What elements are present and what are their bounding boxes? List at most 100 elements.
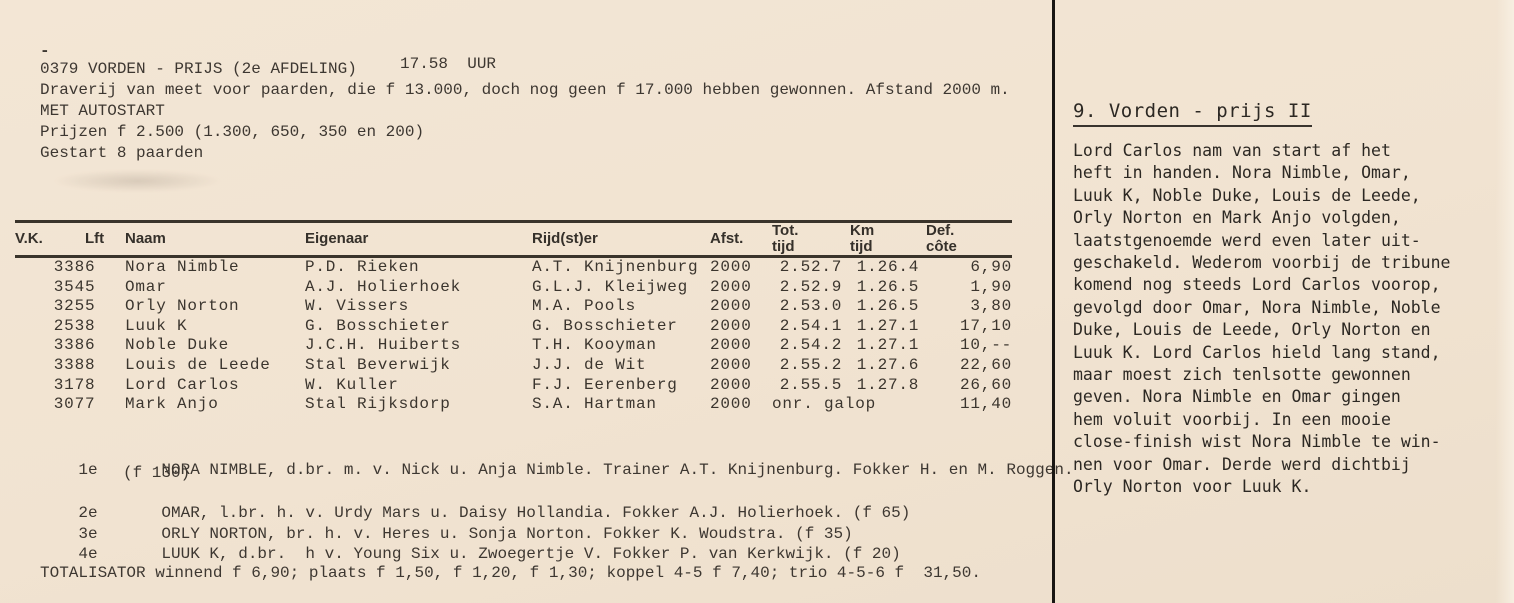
cell-eigenaar: A.J. Holierhoek <box>305 277 462 296</box>
cell-def-cote: 3,80 <box>970 297 1012 316</box>
cell-naam: Lord Carlos <box>125 375 240 394</box>
cell-afst: 2000 <box>710 297 752 316</box>
cell-afst: 2000 <box>710 395 752 414</box>
col-header-afst: Afst. <box>710 221 772 258</box>
cell-lft: 7 <box>85 395 96 414</box>
race-title-line: 0379 VORDEN - PRIJS (2e AFDELING) <box>40 60 357 78</box>
col-header-eigenaar: Eigenaar <box>305 221 532 258</box>
cell-lft: 5 <box>85 297 96 316</box>
cell-tot-tijd: 2.52.7 <box>779 258 843 276</box>
col-header-rijder: Rijd(st)er <box>532 221 710 258</box>
cell-km-tijd: 1.27.1 <box>856 316 920 335</box>
cell-naam: Mark Anjo <box>125 395 219 414</box>
cell-def-cote: 22,60 <box>959 355 1012 374</box>
typed-dash-mark: - <box>40 42 50 60</box>
cell-tot-tijd: 2.55.5 <box>779 375 843 394</box>
placing-rank: 4e <box>78 545 98 563</box>
cell-rijder: S.A. Hartman <box>532 395 657 414</box>
placing-prize-line: (f 130) <box>123 464 191 482</box>
cell-naam: Louis de Leede <box>125 355 271 374</box>
race-description: Draverij van meet voor paarden, die f 13… <box>40 81 1010 99</box>
col-header-km-tijd: Km tijd <box>850 221 926 258</box>
cell-rijder: G. Bosschieter <box>532 316 678 335</box>
report-body: Lord Carlos nam van start af het heft in… <box>1073 141 1451 497</box>
table-row: 354 5 Omar A.J. Holierhoek G.L.J. Kleijw… <box>15 278 1012 298</box>
col-header-vk: V.K. <box>15 221 85 258</box>
col-header-def-line2: côte <box>926 238 957 255</box>
cell-afst: 2000 <box>710 258 752 276</box>
cell-lft: 8 <box>85 375 96 394</box>
cell-km-tijd: 1.27.8 <box>856 375 920 394</box>
col-header-km-line1: Km <box>850 222 875 239</box>
cell-km-tijd: 1.26.4 <box>856 258 920 276</box>
placing-row-4: 4e LUUK K, d.br. h v. Young Six u. Zwoege… <box>40 527 901 581</box>
cell-naam: Omar <box>125 277 167 296</box>
cell-naam: Noble Duke <box>125 336 230 355</box>
placing-rank: 1e <box>78 461 98 479</box>
cell-lft: 6 <box>85 258 96 276</box>
cell-eigenaar: W. Kuller <box>305 375 399 394</box>
cell-lft: 8 <box>85 355 96 374</box>
cell-rijder: F.J. Eerenberg <box>532 375 678 394</box>
cell-rijder: M.A. Pools <box>532 297 637 316</box>
cell-eigenaar: G. Bosschieter <box>305 316 451 335</box>
cell-eigenaar: Stal Beverwijk <box>305 355 451 374</box>
table-row: 338 8 Louis de Leede Stal Beverwijk J.J.… <box>15 356 1012 376</box>
table-row: 307 7 Mark Anjo Stal Rijksdorp S.A. Hart… <box>15 395 1012 415</box>
cell-afst: 2000 <box>710 277 752 296</box>
col-header-km-line2: tijd <box>850 238 873 255</box>
cell-def-cote: 26,60 <box>959 375 1012 394</box>
cell-vk: 307 <box>53 395 85 414</box>
table-row: 325 5 Orly Norton W. Vissers M.A. Pools … <box>15 297 1012 317</box>
cell-afst: 2000 <box>710 336 752 355</box>
col-header-lft: Lft <box>85 221 125 258</box>
placing-text: OMAR, l.br. h. v. Urdy Mars u. Daisy Hol… <box>161 504 911 522</box>
placing-text: LUUK K, d.br. h v. Young Six u. Zwoegert… <box>161 545 901 563</box>
cell-lft: 5 <box>85 277 96 296</box>
cell-eigenaar: J.C.H. Huiberts <box>305 336 462 355</box>
cell-tot-tijd: 2.54.2 <box>779 336 843 355</box>
placing-row-1: 1e NORA NIMBLE, d.br. m. v. Nick u. Anja … <box>40 443 1074 497</box>
cell-naam: Nora Nimble <box>125 258 240 276</box>
scan-edge-highlight <box>1496 0 1514 603</box>
cell-km-tijd: 1.26.5 <box>856 297 920 316</box>
cell-eigenaar: W. Vissers <box>305 297 410 316</box>
cell-afst: 2000 <box>710 375 752 394</box>
placing-row-2: 2e OMAR, l.br. h. v. Urdy Mars u. Daisy H… <box>40 486 910 540</box>
placing-rank: 2e <box>78 504 98 522</box>
starters-line: Gestart 8 paarden <box>40 144 204 162</box>
table-header-row: V.K. Lft Naam Eigenaar Rijd(st)er Afst. … <box>15 221 1012 258</box>
col-header-naam: Naam <box>125 221 305 258</box>
cell-tot-tijd: 2.54.1 <box>779 316 843 335</box>
table-row: 253 8 Luuk K G. Bosschieter G. Bosschiet… <box>15 317 1012 337</box>
cell-tot-tijd: 2.53.0 <box>779 297 843 316</box>
placing-text: ORLY NORTON, br. h. v. Heres u. Sonja No… <box>161 525 853 543</box>
cell-def-cote: 11,40 <box>959 395 1012 414</box>
col-header-tot-tijd: Tot. tijd <box>772 221 850 258</box>
col-header-def-cote: Def. côte <box>926 221 1012 258</box>
cell-tot-tijd: 2.52.9 <box>779 277 843 296</box>
placing-rank: 3e <box>78 525 98 543</box>
cell-naam: Orly Norton <box>125 297 240 316</box>
cell-race-status: onr. galop <box>772 395 877 414</box>
cell-afst: 2000 <box>710 316 752 335</box>
prizes-line: Prijzen f 2.500 (1.300, 650, 350 en 200) <box>40 123 425 141</box>
col-header-def-line1: Def. <box>926 222 955 239</box>
cell-def-cote: 10,-- <box>959 336 1012 355</box>
cell-rijder: J.J. de Wit <box>532 355 647 374</box>
cell-eigenaar: P.D. Rieken <box>305 258 420 276</box>
totalisator-line: TOTALISATOR winnend f 6,90; plaats f 1,5… <box>40 564 981 582</box>
cell-vk: 253 <box>53 316 85 335</box>
start-type-line: MET AUTOSTART <box>40 102 165 120</box>
cell-vk: 338 <box>53 355 85 374</box>
cell-km-tijd: 1.27.1 <box>856 336 920 355</box>
placing-text: NORA NIMBLE, d.br. m. v. Nick u. Anja Ni… <box>161 461 1074 479</box>
results-table: V.K. Lft Naam Eigenaar Rijd(st)er Afst. … <box>15 220 1012 415</box>
table-row: 338 6 Noble Duke J.C.H. Huiberts T.H. Ko… <box>15 336 1012 356</box>
cell-vk: 338 <box>53 336 85 355</box>
cell-vk: 338 <box>53 258 85 276</box>
cell-def-cote: 6,90 <box>970 258 1012 276</box>
cell-tot-tijd: 2.55.2 <box>779 355 843 374</box>
col-header-tot-line1: Tot. <box>772 222 799 239</box>
